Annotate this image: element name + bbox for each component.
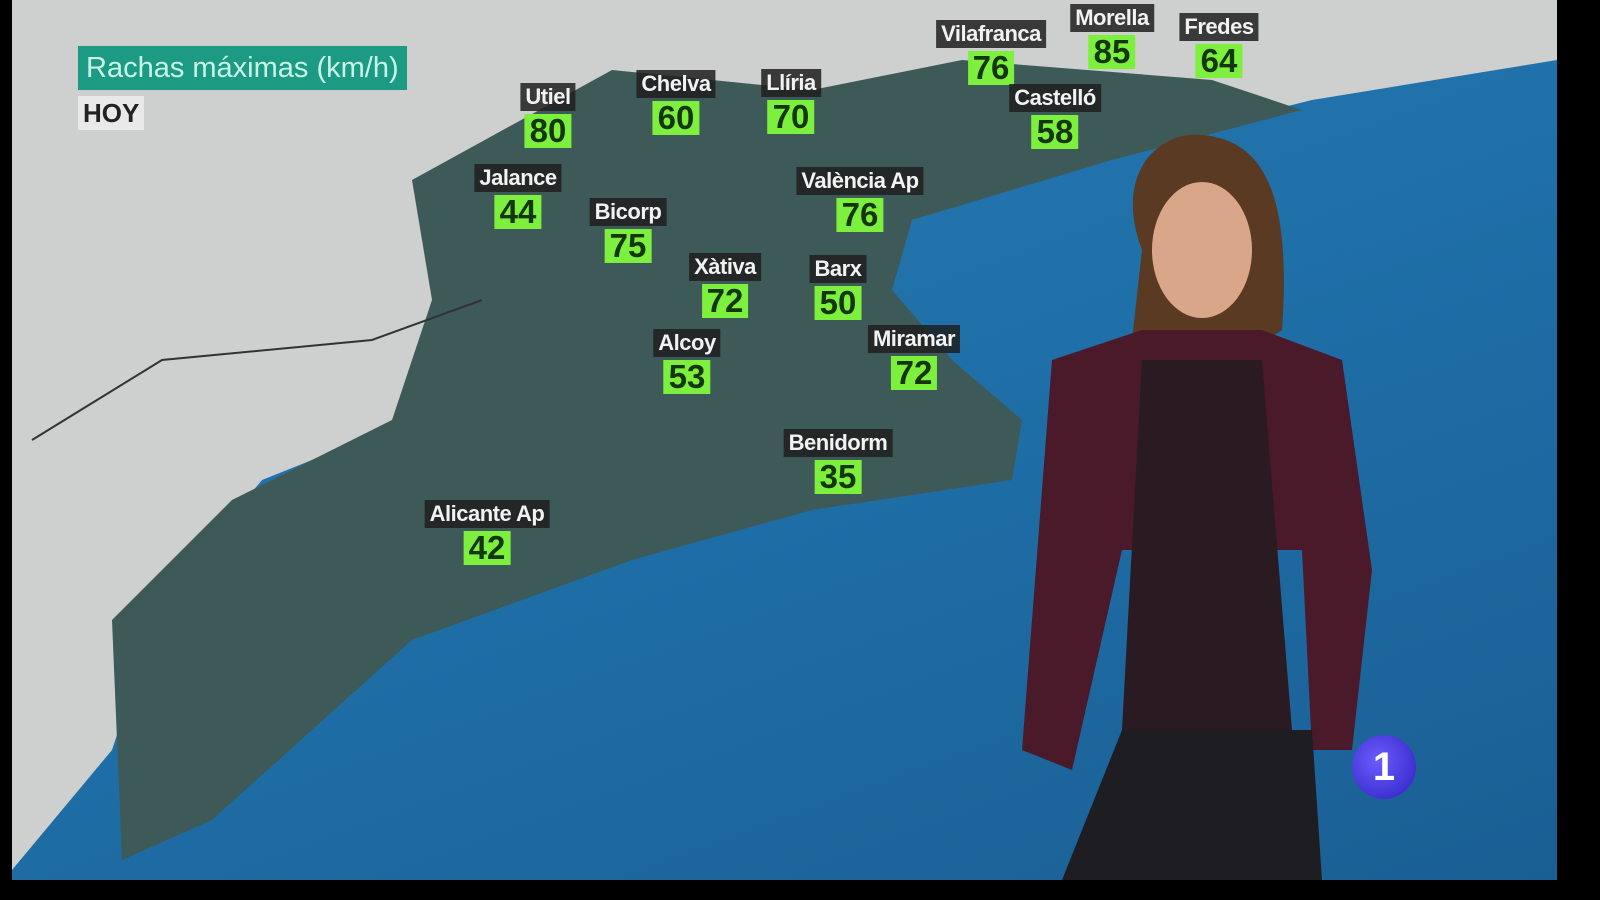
station-barx: Barx 50 <box>809 255 867 320</box>
station-name: Miramar <box>867 325 961 353</box>
station-value: 70 <box>767 100 815 134</box>
station-lliria: Llíria 70 <box>761 69 821 134</box>
map-background <box>12 0 1557 870</box>
station-castello: Castelló 58 <box>1009 84 1101 149</box>
station-alcoy: Alcoy 53 <box>653 329 721 394</box>
station-value: 42 <box>463 531 511 565</box>
station-name: València Ap <box>796 167 924 195</box>
weather-broadcast-frame: Rachas máximas (km/h) HOY Utiel 80 Chelva… <box>12 0 1557 880</box>
station-fredes: Fredes 64 <box>1179 13 1259 78</box>
station-value: 53 <box>663 360 711 394</box>
station-name: Jalance <box>474 164 562 192</box>
station-value: 76 <box>967 51 1015 85</box>
station-bicorp: Bicorp 75 <box>589 198 667 263</box>
station-value: 64 <box>1195 44 1243 78</box>
station-jalance: Jalance 44 <box>474 164 562 229</box>
station-value: 72 <box>890 356 938 390</box>
station-benidorm: Benidorm 35 <box>783 429 893 494</box>
inland-grey-terrain <box>12 0 1557 870</box>
station-name: Benidorm <box>783 429 893 457</box>
station-value: 75 <box>604 229 652 263</box>
station-name: Bicorp <box>589 198 667 226</box>
channel-logo: 1 <box>1352 735 1416 799</box>
map-subtitle: HOY <box>78 96 145 130</box>
station-value: 35 <box>814 460 862 494</box>
presenter-trousers <box>1062 730 1322 880</box>
station-name: Chelva <box>636 70 716 98</box>
station-xativa: Xàtiva 72 <box>689 253 761 318</box>
station-name: Alcoy <box>653 329 721 357</box>
station-utiel: Utiel 80 <box>520 83 576 148</box>
station-name: Llíria <box>761 69 821 97</box>
station-name: Barx <box>809 255 867 283</box>
region-border <box>31 299 483 441</box>
station-name: Morella <box>1070 4 1154 32</box>
station-value: 44 <box>494 195 542 229</box>
station-value: 85 <box>1088 35 1136 69</box>
presenter-face <box>1152 182 1252 318</box>
station-name: Alicante Ap <box>424 500 550 528</box>
station-morella: Morella 85 <box>1070 4 1154 69</box>
station-value: 60 <box>652 101 700 135</box>
station-alicante-ap: Alicante Ap 42 <box>424 500 550 565</box>
station-name: Vilafranca <box>936 20 1046 48</box>
presenter <box>1022 134 1372 880</box>
station-name: Xàtiva <box>689 253 761 281</box>
station-name: Castelló <box>1009 84 1101 112</box>
station-value: 72 <box>701 284 749 318</box>
station-name: Fredes <box>1179 13 1259 41</box>
station-miramar: Miramar 72 <box>867 325 961 390</box>
station-chelva: Chelva 60 <box>636 70 716 135</box>
valencia-region-land <box>112 60 1302 860</box>
station-name: Utiel <box>520 83 576 111</box>
presenter-top <box>1122 360 1292 730</box>
station-value: 58 <box>1031 115 1079 149</box>
map-title: Rachas máximas (km/h) <box>78 46 407 90</box>
station-value: 50 <box>814 286 862 320</box>
station-valencia-ap: València Ap 76 <box>796 167 924 232</box>
station-value: 76 <box>836 198 884 232</box>
station-value: 80 <box>524 114 572 148</box>
station-vilafranca: Vilafranca 76 <box>936 20 1046 85</box>
